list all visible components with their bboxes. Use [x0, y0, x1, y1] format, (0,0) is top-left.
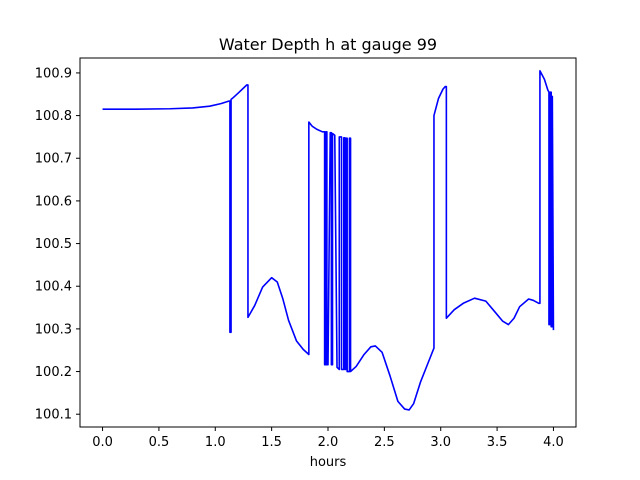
- y-tick-label: 100.5: [35, 237, 72, 252]
- y-axis: 100.1 100.2 100.3 100.4 100.5 100.6 100.7 100.8…: [35, 66, 80, 423]
- x-tick-label: 0.0: [92, 435, 113, 450]
- y-tick-label: 100.6: [35, 194, 72, 209]
- y-tick-label: 100.8: [35, 109, 72, 124]
- y-tick-label: 100.9: [35, 66, 72, 81]
- y-tick-label: 100.4: [35, 280, 72, 295]
- plot-frame: [79, 57, 577, 428]
- x-axis-label: hours: [310, 455, 347, 470]
- plot-area: [102, 70, 555, 411]
- x-tick-label: 3.5: [487, 435, 508, 450]
- y-tick-label: 100.1: [35, 408, 72, 423]
- y-tick-label: 100.3: [35, 322, 72, 337]
- x-tick-label: 1.5: [261, 435, 282, 450]
- chart-title: Water Depth h at gauge 99: [219, 35, 437, 54]
- x-tick-label: 2.5: [374, 435, 395, 450]
- series-line: [102, 70, 555, 411]
- x-tick-label: 1.0: [205, 435, 226, 450]
- x-tick-label: 3.0: [430, 435, 451, 450]
- x-tick-label: 2.0: [318, 435, 339, 450]
- y-tick-label: 100.7: [35, 152, 72, 167]
- x-tick-label: 0.5: [149, 435, 170, 450]
- y-tick-label: 100.2: [35, 365, 72, 380]
- x-axis: 0.0 0.5 1.0 1.5 2.0 2.5 3.0 3.5 4.0: [92, 427, 564, 450]
- x-tick-label: 4.0: [543, 435, 564, 450]
